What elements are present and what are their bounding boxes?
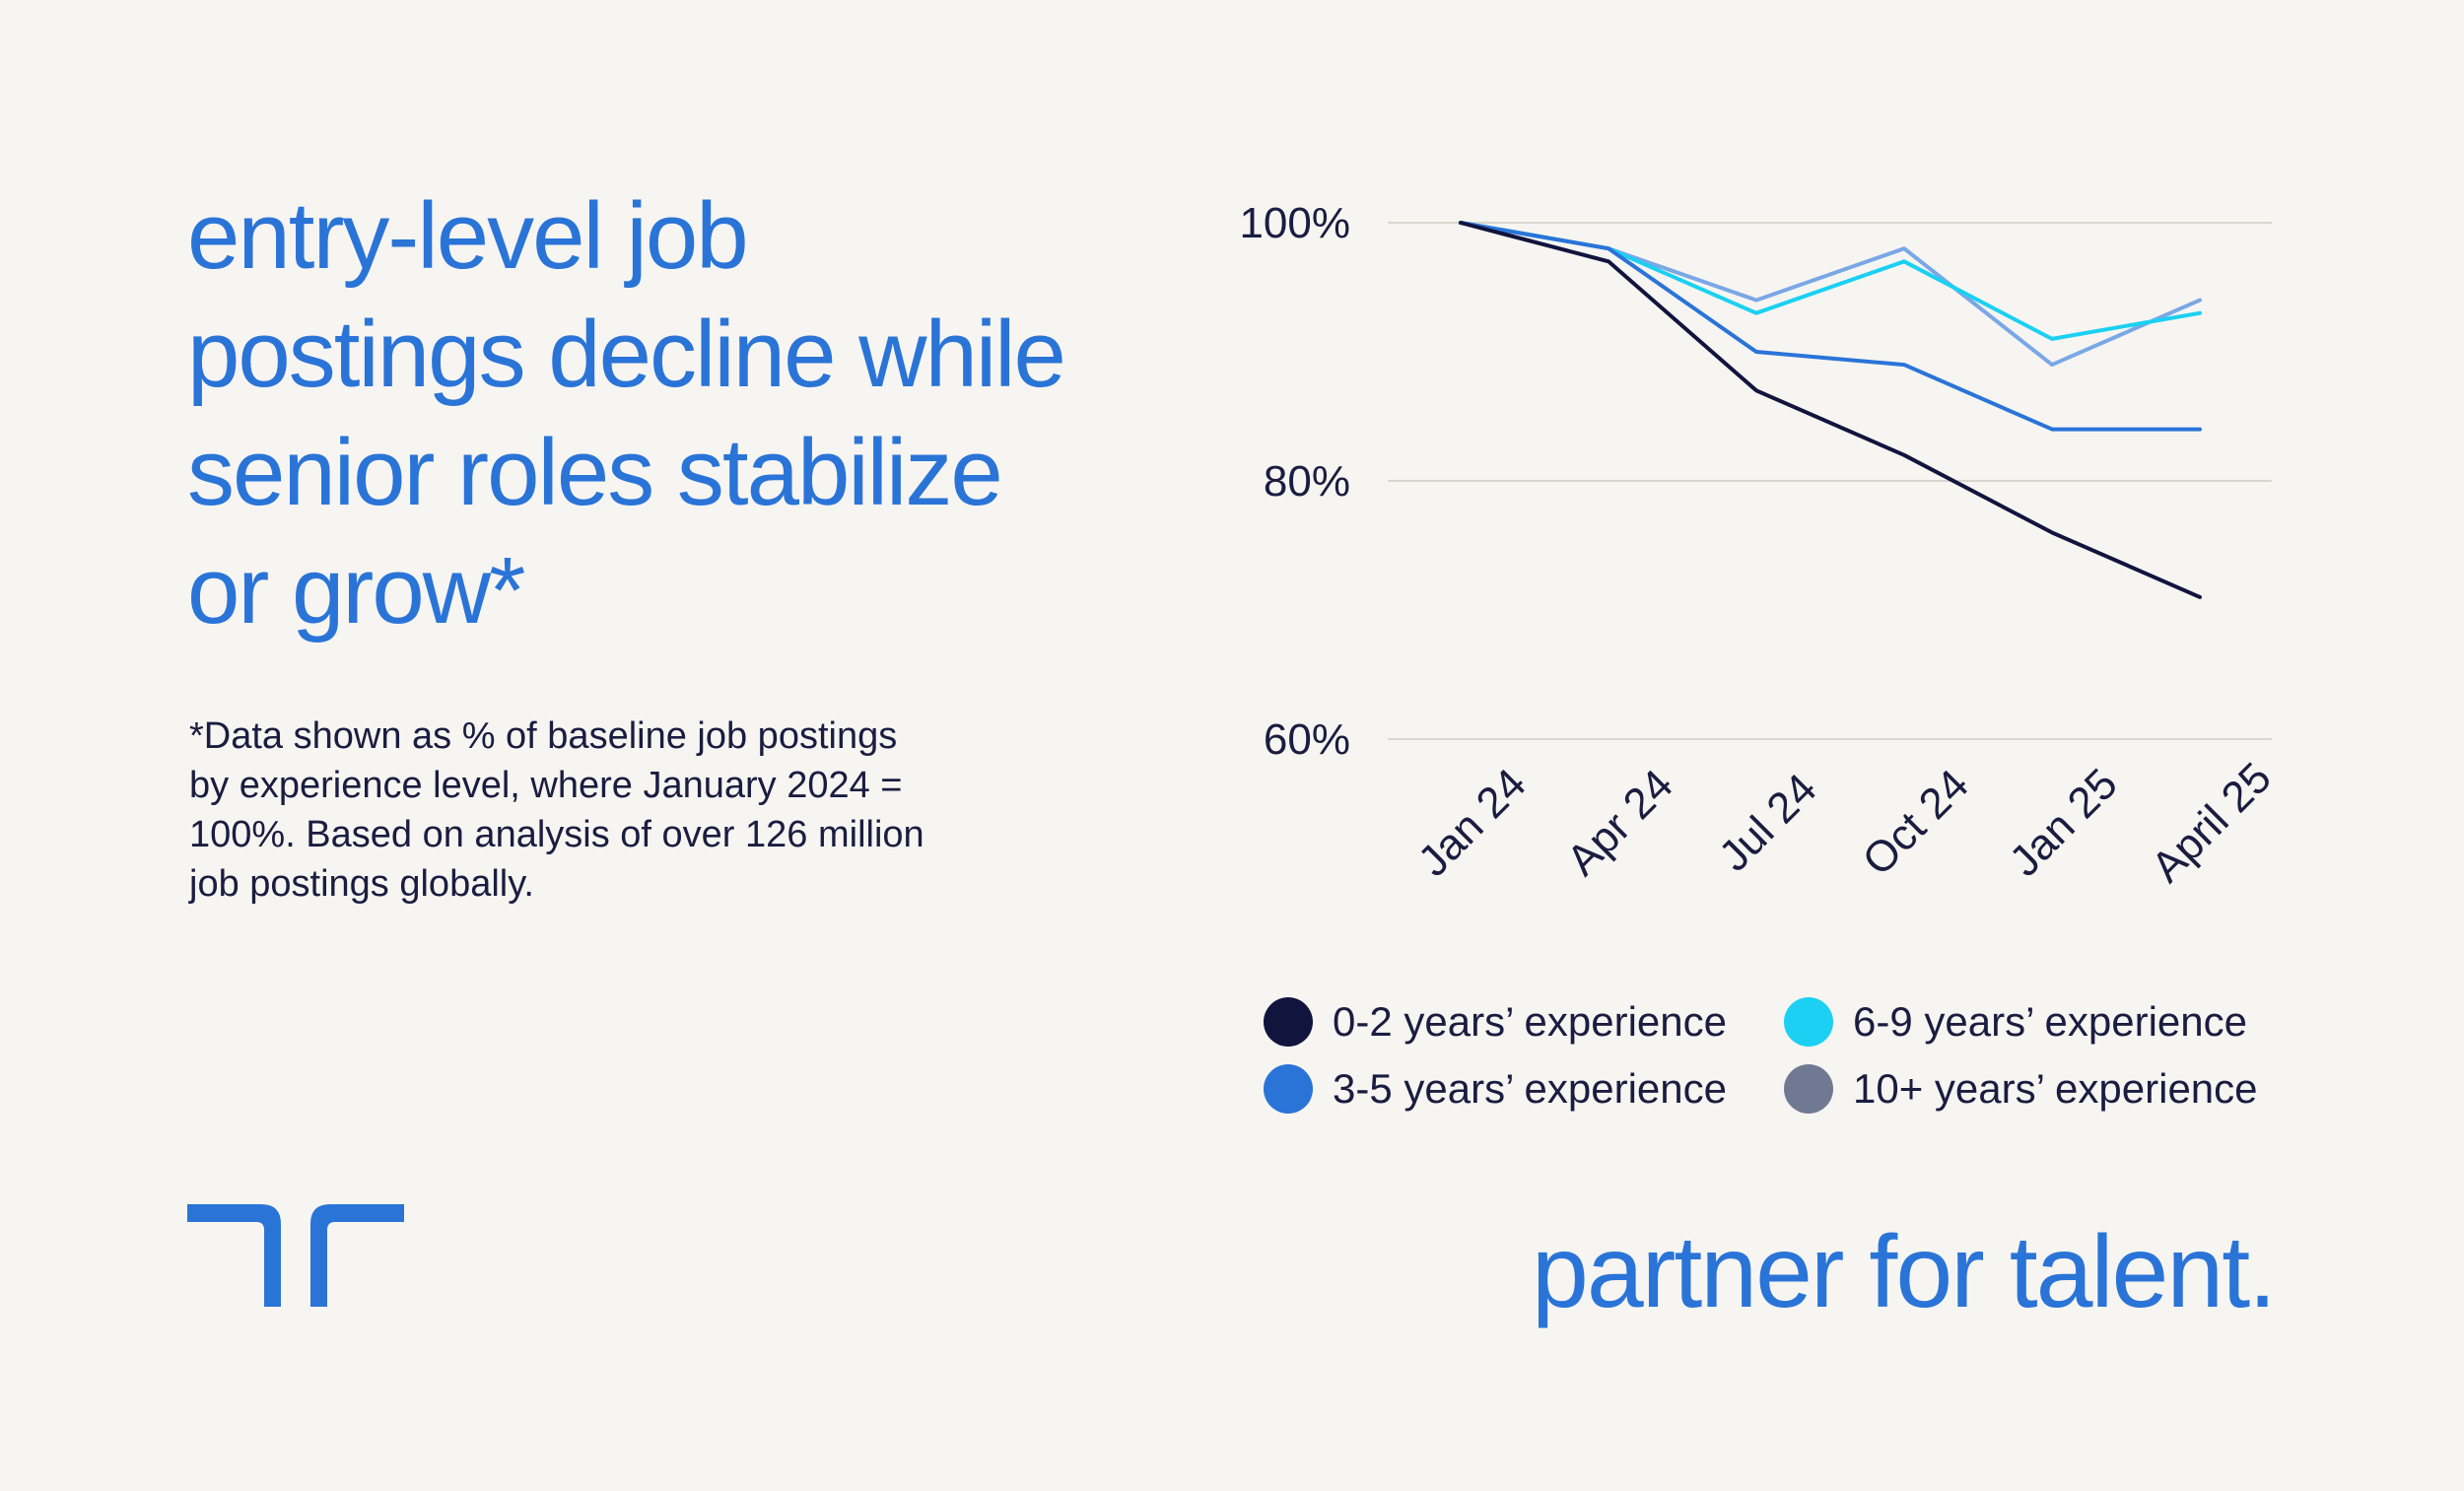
- y-tick-label: 100%: [1239, 199, 1350, 247]
- series-line: [1459, 221, 2202, 599]
- legend-swatch: [1784, 1064, 1833, 1114]
- x-tick-label: Jan 24: [1409, 760, 1536, 886]
- legend-label: 3-5 years’ experience: [1333, 1065, 1727, 1112]
- legend-item: 3-5 years’ experience: [1264, 1064, 1784, 1114]
- legend-item: 6-9 years’ experience: [1784, 997, 2296, 1047]
- series-line: [1459, 221, 2202, 432]
- x-tick-label: April 25: [2143, 754, 2281, 892]
- x-tick-label: Oct 24: [1854, 761, 1978, 885]
- series-lines: [1459, 221, 2202, 599]
- legend-label: 6-9 years’ experience: [1853, 998, 2247, 1045]
- legend-label: 10+ years’ experience: [1853, 1065, 2258, 1112]
- randstad-logo-icon: [187, 1204, 404, 1307]
- legend-swatch: [1264, 997, 1313, 1047]
- gridlines: [1388, 222, 2272, 740]
- legend-swatch: [1784, 997, 1833, 1047]
- legend-item: 0-2 years’ experience: [1264, 997, 1784, 1047]
- x-tick-label: Jan 25: [2001, 760, 2127, 886]
- tagline: partner for talent.: [1532, 1215, 2277, 1329]
- y-tick-label: 80%: [1264, 457, 1350, 506]
- legend-swatch: [1264, 1064, 1313, 1114]
- legend-label: 0-2 years’ experience: [1333, 998, 1727, 1045]
- line-chart: 100% 80% 60% Jan 24 Apr 24 Jul 24 Oct 24 Jan 2…: [1239, 199, 2281, 892]
- legend: 0-2 years’ experience 6-9 years’ experien…: [1264, 997, 2296, 1114]
- x-tick-label: Jul 24: [1710, 765, 1826, 881]
- headline: entry-level job postings decline while s…: [187, 183, 1066, 644]
- x-tick-label: Apr 24: [1558, 761, 1682, 885]
- footnote: *Data shown as % of baseline job posting…: [189, 715, 924, 905]
- y-axis-ticks: 100% 80% 60%: [1239, 199, 1350, 764]
- x-axis-ticks: Jan 24 Apr 24 Jul 24 Oct 24 Jan 25 April 25: [1409, 754, 2281, 892]
- legend-item: 10+ years’ experience: [1784, 1064, 2296, 1114]
- y-tick-label: 60%: [1264, 715, 1350, 764]
